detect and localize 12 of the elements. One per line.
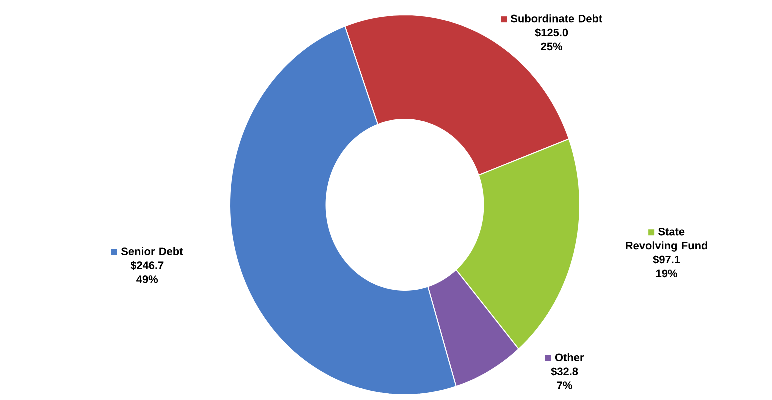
data-label: $32.8 <box>551 367 578 376</box>
legend-label: Other <box>555 353 584 362</box>
text: 25% <box>541 42 562 51</box>
legend-label: State Revolving Fund <box>626 228 708 252</box>
text: 49% <box>136 276 158 284</box>
data-label: $246.7 <box>130 261 164 270</box>
legend-label: Senior Debt <box>121 247 184 256</box>
text: 19% <box>656 270 678 278</box>
data-label: $125.0 <box>535 28 568 38</box>
text: 7% <box>557 382 572 390</box>
data-label: $97.1 <box>653 255 680 264</box>
legend-label: Subordinate Debt <box>510 14 602 23</box>
